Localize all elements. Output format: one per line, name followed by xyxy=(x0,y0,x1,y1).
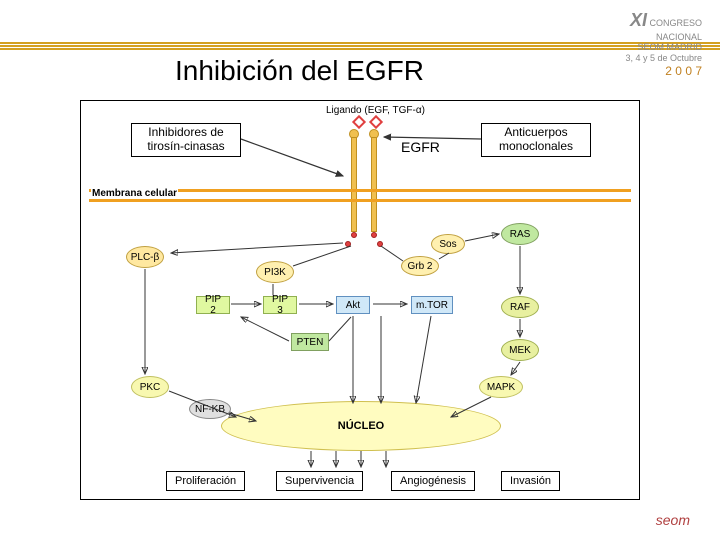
ligand-diamond xyxy=(352,115,366,129)
output-angio: Angiogénesis xyxy=(391,471,475,491)
nfkb-node: NF-KB xyxy=(189,399,231,419)
grb2-node: Grb 2 xyxy=(401,256,439,276)
inhibitor-box: Inhibidores de tirosín-cinasas xyxy=(131,123,241,157)
pkc-node: PKC xyxy=(131,376,169,398)
sos-node: Sos xyxy=(431,234,465,254)
page-title: Inhibición del EGFR xyxy=(175,55,424,87)
raf-node: RAF xyxy=(501,296,539,318)
membrane: Membrana celular xyxy=(89,189,631,203)
ras-node: RAS xyxy=(501,223,539,245)
ligand-diamond xyxy=(369,115,383,129)
nucleus: NÚCLEO xyxy=(221,401,501,451)
egfr-label: EGFR xyxy=(401,139,440,155)
output-surv: Supervivencia xyxy=(276,471,363,491)
plc-node: PLC-β xyxy=(126,246,164,268)
pten-node: PTEN xyxy=(291,333,329,351)
membrane-label: Membrana celular xyxy=(91,188,178,199)
mapk-node: MAPK xyxy=(479,376,523,398)
mtor-node: m.TOR xyxy=(411,296,453,314)
conference-logo: XI CONGRESO NACIONAL SEOM MADRID 3, 4 y … xyxy=(625,10,702,78)
pip3-node: PIP 3 xyxy=(263,296,297,314)
antibody-box: Anticuerpos monoclonales xyxy=(481,123,591,157)
output-invas: Invasión xyxy=(501,471,560,491)
output-prolif: Proliferación xyxy=(166,471,245,491)
akt-node: Akt xyxy=(336,296,370,314)
seom-logo: seom xyxy=(656,512,690,528)
pi3k-node: PI3K xyxy=(256,261,294,283)
mek-node: MEK xyxy=(501,339,539,361)
pip2-node: PIP 2 xyxy=(196,296,230,314)
diagram-frame: Ligando (EGF, TGF-α) Inhibidores de tiro… xyxy=(80,100,640,500)
header-bars xyxy=(0,42,720,51)
